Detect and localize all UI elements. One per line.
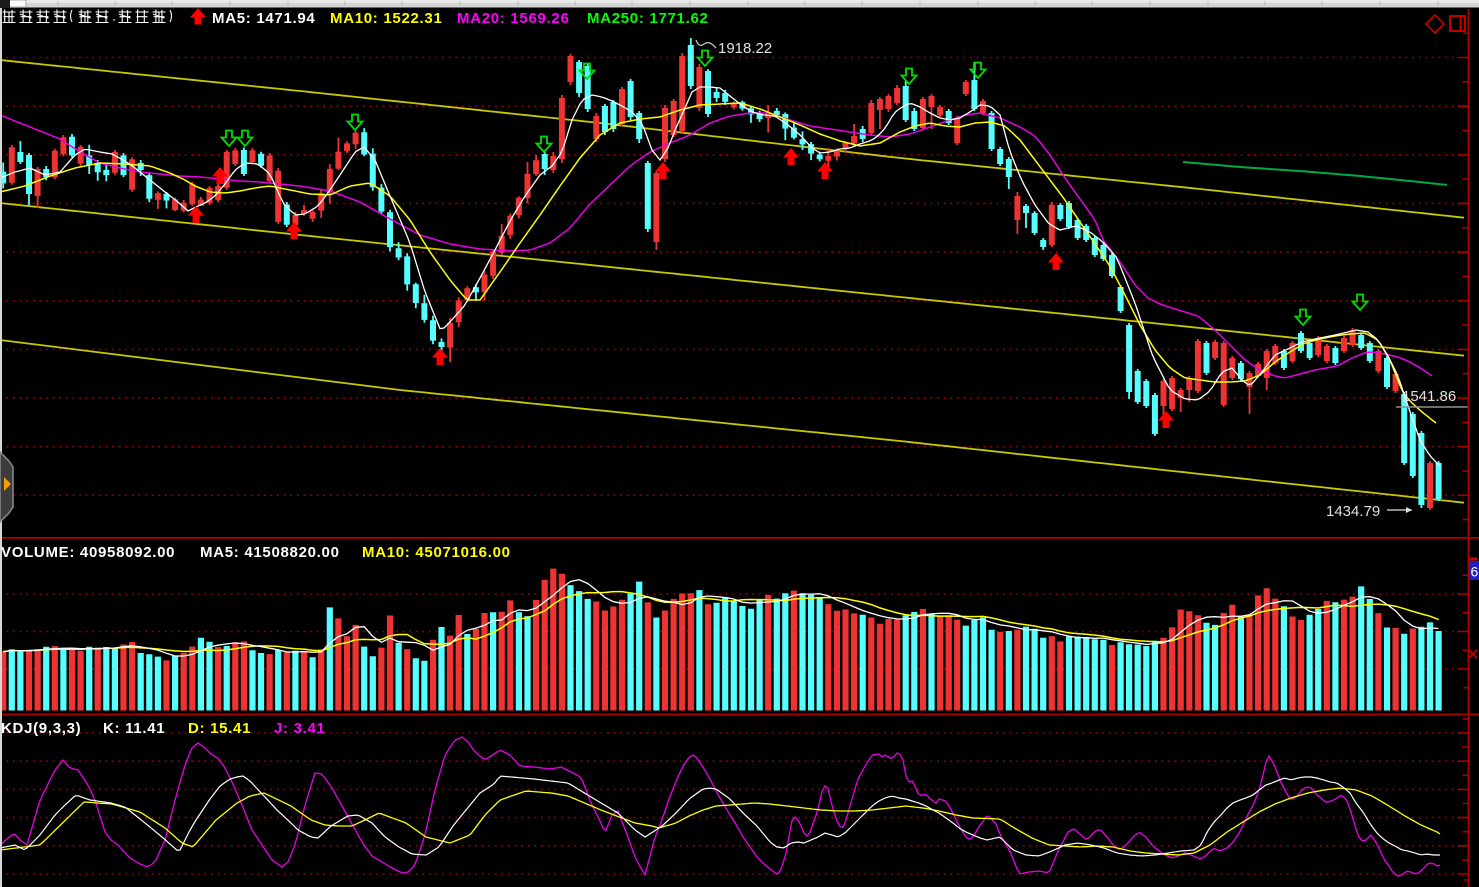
svg-text:MA10: 1522.31: MA10: 1522.31 bbox=[330, 10, 443, 27]
svg-text:MA5: 1471.94: MA5: 1471.94 bbox=[212, 10, 315, 27]
svg-text:MA5: 41508820.00: MA5: 41508820.00 bbox=[200, 544, 340, 561]
svg-text:J: 3.41: J: 3.41 bbox=[274, 720, 326, 737]
svg-text:MA20: 1569.26: MA20: 1569.26 bbox=[457, 10, 570, 27]
svg-text:VOLUME: 40958092.00: VOLUME: 40958092.00 bbox=[1, 544, 175, 561]
svg-text:K: 11.41: K: 11.41 bbox=[103, 720, 165, 737]
svg-text:MA250: 1771.62: MA250: 1771.62 bbox=[587, 10, 709, 27]
svg-text:1434.79: 1434.79 bbox=[1326, 503, 1380, 520]
svg-text:D: 15.41: D: 15.41 bbox=[188, 720, 251, 737]
svg-text:MA10: 45071016.00: MA10: 45071016.00 bbox=[362, 544, 511, 561]
svg-text:KDJ(9,3,3): KDJ(9,3,3) bbox=[1, 720, 81, 737]
svg-text:6: 6 bbox=[1471, 564, 1479, 580]
svg-text:1918.22: 1918.22 bbox=[718, 40, 772, 57]
svg-text:1541.86: 1541.86 bbox=[1402, 388, 1456, 405]
